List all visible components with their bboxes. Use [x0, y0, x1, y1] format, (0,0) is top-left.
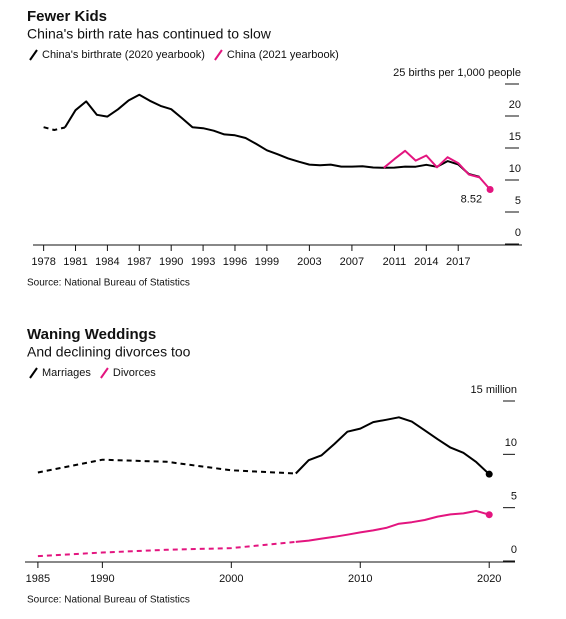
series-line	[295, 416, 490, 475]
legend-label: Divorces	[113, 367, 156, 379]
x-tick-label: 1978	[31, 256, 55, 268]
series-line	[64, 93, 480, 178]
legend-swatch	[29, 49, 38, 61]
x-tick-label: 2000	[219, 573, 243, 585]
y-tick-label: 15	[509, 131, 521, 143]
y-tick-label: 15 million	[471, 384, 517, 396]
data-label: 8.52	[461, 193, 482, 205]
end-dot	[485, 511, 493, 519]
x-tick-label: 1987	[127, 256, 151, 268]
x-tick-label: 2017	[446, 256, 470, 268]
y-tick-label: 5	[511, 491, 517, 503]
y-tick-label: 10	[505, 437, 517, 449]
chart-subtitle: China's birth rate has continued to slow	[27, 26, 272, 42]
legend-swatch	[214, 49, 223, 61]
legend-label: China (2021 yearbook)	[227, 49, 339, 61]
y-tick-label: 10	[509, 163, 521, 175]
x-tick-label: 2007	[340, 256, 364, 268]
legend-swatch	[29, 367, 38, 379]
y-tick-label: 0	[515, 227, 521, 239]
x-tick-label: 1981	[63, 256, 87, 268]
x-tick-label: 2011	[383, 256, 407, 268]
series-line	[295, 509, 490, 543]
legend-label: China's birthrate (2020 yearbook)	[42, 49, 205, 61]
x-tick-label: 1993	[191, 256, 215, 268]
series-line	[37, 458, 296, 475]
series-line	[37, 540, 296, 558]
x-tick-label: 1984	[95, 256, 119, 268]
chart-subtitle: And declining divorces too	[27, 344, 191, 360]
y-tick-label: 25 births per 1,000 people	[393, 67, 521, 79]
y-tick-label: 5	[515, 195, 521, 207]
y-tick-label: 0	[511, 544, 517, 556]
end-dot	[485, 470, 493, 478]
x-tick-label: 2010	[348, 573, 372, 585]
end-dot	[486, 185, 494, 193]
legend-label: Marriages	[42, 367, 91, 379]
x-tick-label: 2014	[414, 256, 438, 268]
y-tick-label: 20	[509, 99, 521, 111]
source: Source: National Bureau of Statistics	[27, 278, 190, 289]
x-tick-label: 1990	[90, 573, 114, 585]
x-tick-label: 1990	[159, 256, 183, 268]
series-line	[43, 126, 66, 131]
chart-title: Waning Weddings	[27, 326, 156, 343]
x-tick-label: 2020	[477, 573, 501, 585]
x-tick-label: 2003	[297, 256, 321, 268]
series-line	[383, 149, 491, 191]
x-tick-label: 1985	[26, 573, 50, 585]
x-tick-label: 1996	[223, 256, 247, 268]
x-tick-label: 1999	[255, 256, 279, 268]
chart-title: Fewer Kids	[27, 8, 107, 25]
source: Source: National Bureau of Statistics	[27, 595, 190, 606]
legend-swatch	[100, 367, 109, 379]
